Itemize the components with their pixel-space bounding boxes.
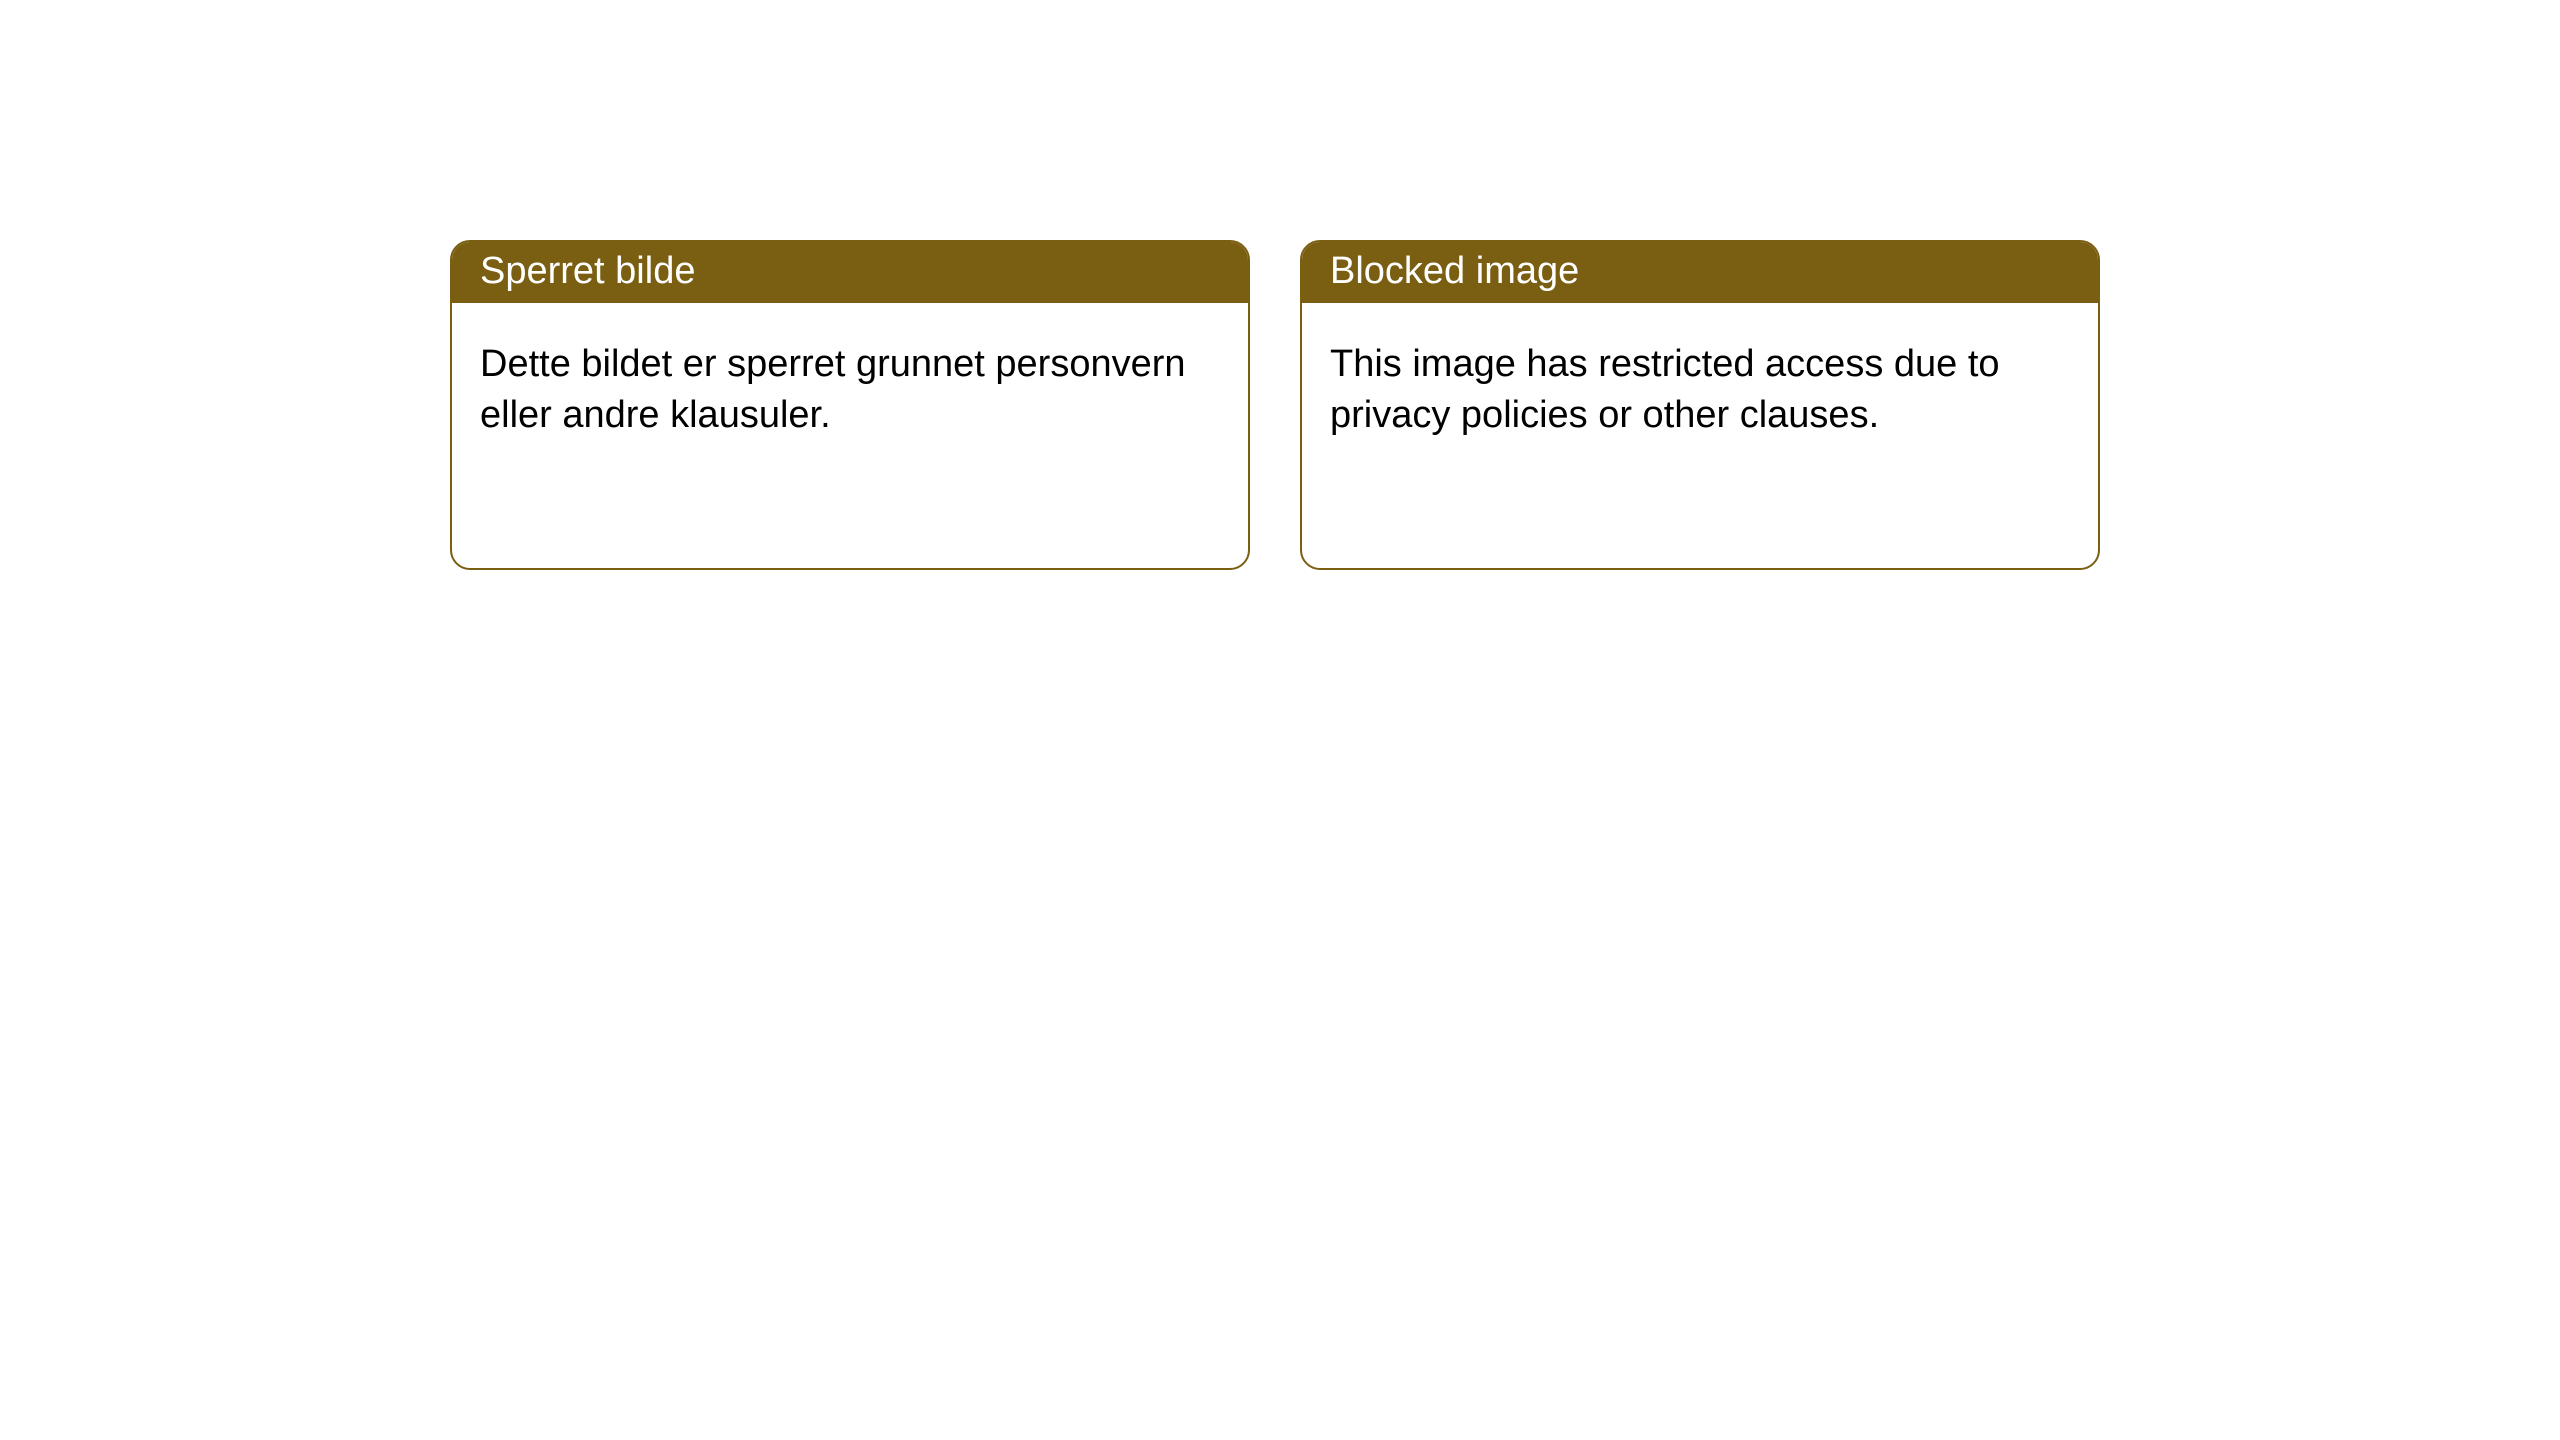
card-header: Blocked image bbox=[1302, 242, 2098, 303]
card-title: Blocked image bbox=[1330, 250, 1579, 292]
card-body-text: This image has restricted access due to … bbox=[1330, 343, 2000, 436]
card-body: Dette bildet er sperret grunnet personve… bbox=[452, 303, 1248, 470]
card-body-text: Dette bildet er sperret grunnet personve… bbox=[480, 343, 1186, 436]
card-header: Sperret bilde bbox=[452, 242, 1248, 303]
cards-container: Sperret bilde Dette bildet er sperret gr… bbox=[0, 0, 2560, 570]
blocked-image-card-no: Sperret bilde Dette bildet er sperret gr… bbox=[450, 240, 1250, 570]
blocked-image-card-en: Blocked image This image has restricted … bbox=[1300, 240, 2100, 570]
card-body: This image has restricted access due to … bbox=[1302, 303, 2098, 470]
card-title: Sperret bilde bbox=[480, 250, 695, 292]
